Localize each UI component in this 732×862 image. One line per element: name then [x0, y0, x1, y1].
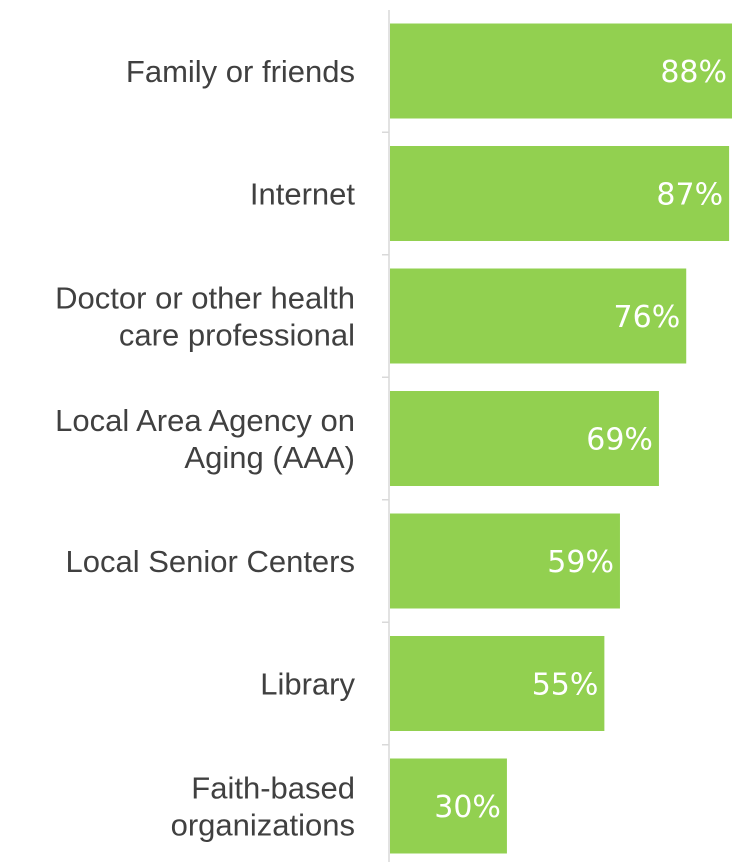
category-label-line: Family or friends: [126, 54, 355, 89]
data-label: 30%: [434, 790, 501, 825]
bars: [390, 23, 732, 854]
bar: [390, 391, 659, 486]
category-label-line: Aging (AAA): [184, 440, 355, 475]
bar: [390, 146, 730, 241]
category-label: Family or friends: [126, 54, 355, 89]
category-label-line: organizations: [171, 808, 355, 843]
category-label-line: Faith-based: [191, 771, 355, 806]
category-label: Faith-based organizations: [171, 771, 355, 843]
category-axis: [382, 10, 390, 862]
category-label-line: care professional: [119, 318, 355, 353]
data-label: 59%: [547, 545, 614, 580]
category-label: Internet: [250, 177, 356, 212]
bar: [390, 23, 732, 119]
bar: [390, 268, 687, 364]
data-label: 76%: [614, 300, 681, 335]
bar: [390, 636, 605, 731]
category-label: Library: [260, 667, 355, 702]
category-label-line: Library: [260, 667, 355, 702]
category-label-line: Local Senior Centers: [66, 544, 356, 579]
bar: [390, 513, 620, 609]
data-label: 55%: [532, 668, 599, 703]
data-label: 87%: [656, 178, 723, 213]
category-label: Local Area Agency on Aging (AAA): [55, 403, 355, 475]
category-label: Local Senior Centers: [66, 544, 356, 579]
category-label-line: Doctor or other health: [55, 281, 355, 316]
data-label: 88%: [660, 55, 727, 90]
category-labels: Family or friends Internet Doctor or other…: [55, 54, 355, 843]
bar: [390, 758, 507, 854]
value-labels: 88% 87% 76% 69% 59% 55% 30%: [434, 55, 727, 825]
category-label-line: Internet: [250, 177, 356, 212]
category-label: Doctor or other health care professional: [55, 281, 355, 353]
category-label-line: Local Area Agency on: [55, 403, 355, 438]
data-label: 69%: [586, 423, 653, 458]
